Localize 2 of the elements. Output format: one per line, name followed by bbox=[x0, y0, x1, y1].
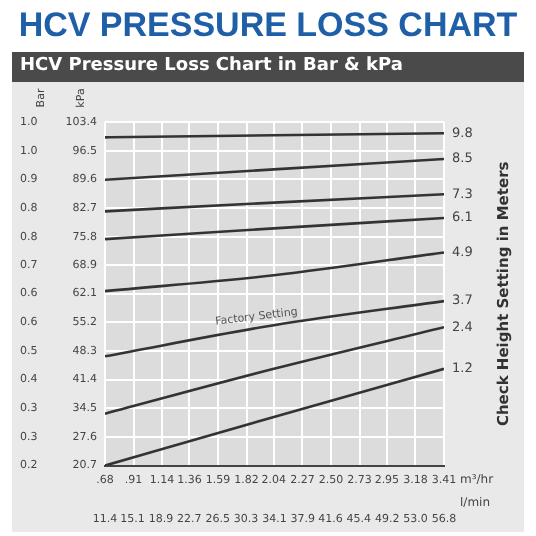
chart-title: HCV PRESSURE LOSS CHART bbox=[16, 4, 520, 48]
chart-subtitle: HCV Pressure Loss Chart in Bar & kPa bbox=[12, 52, 524, 82]
